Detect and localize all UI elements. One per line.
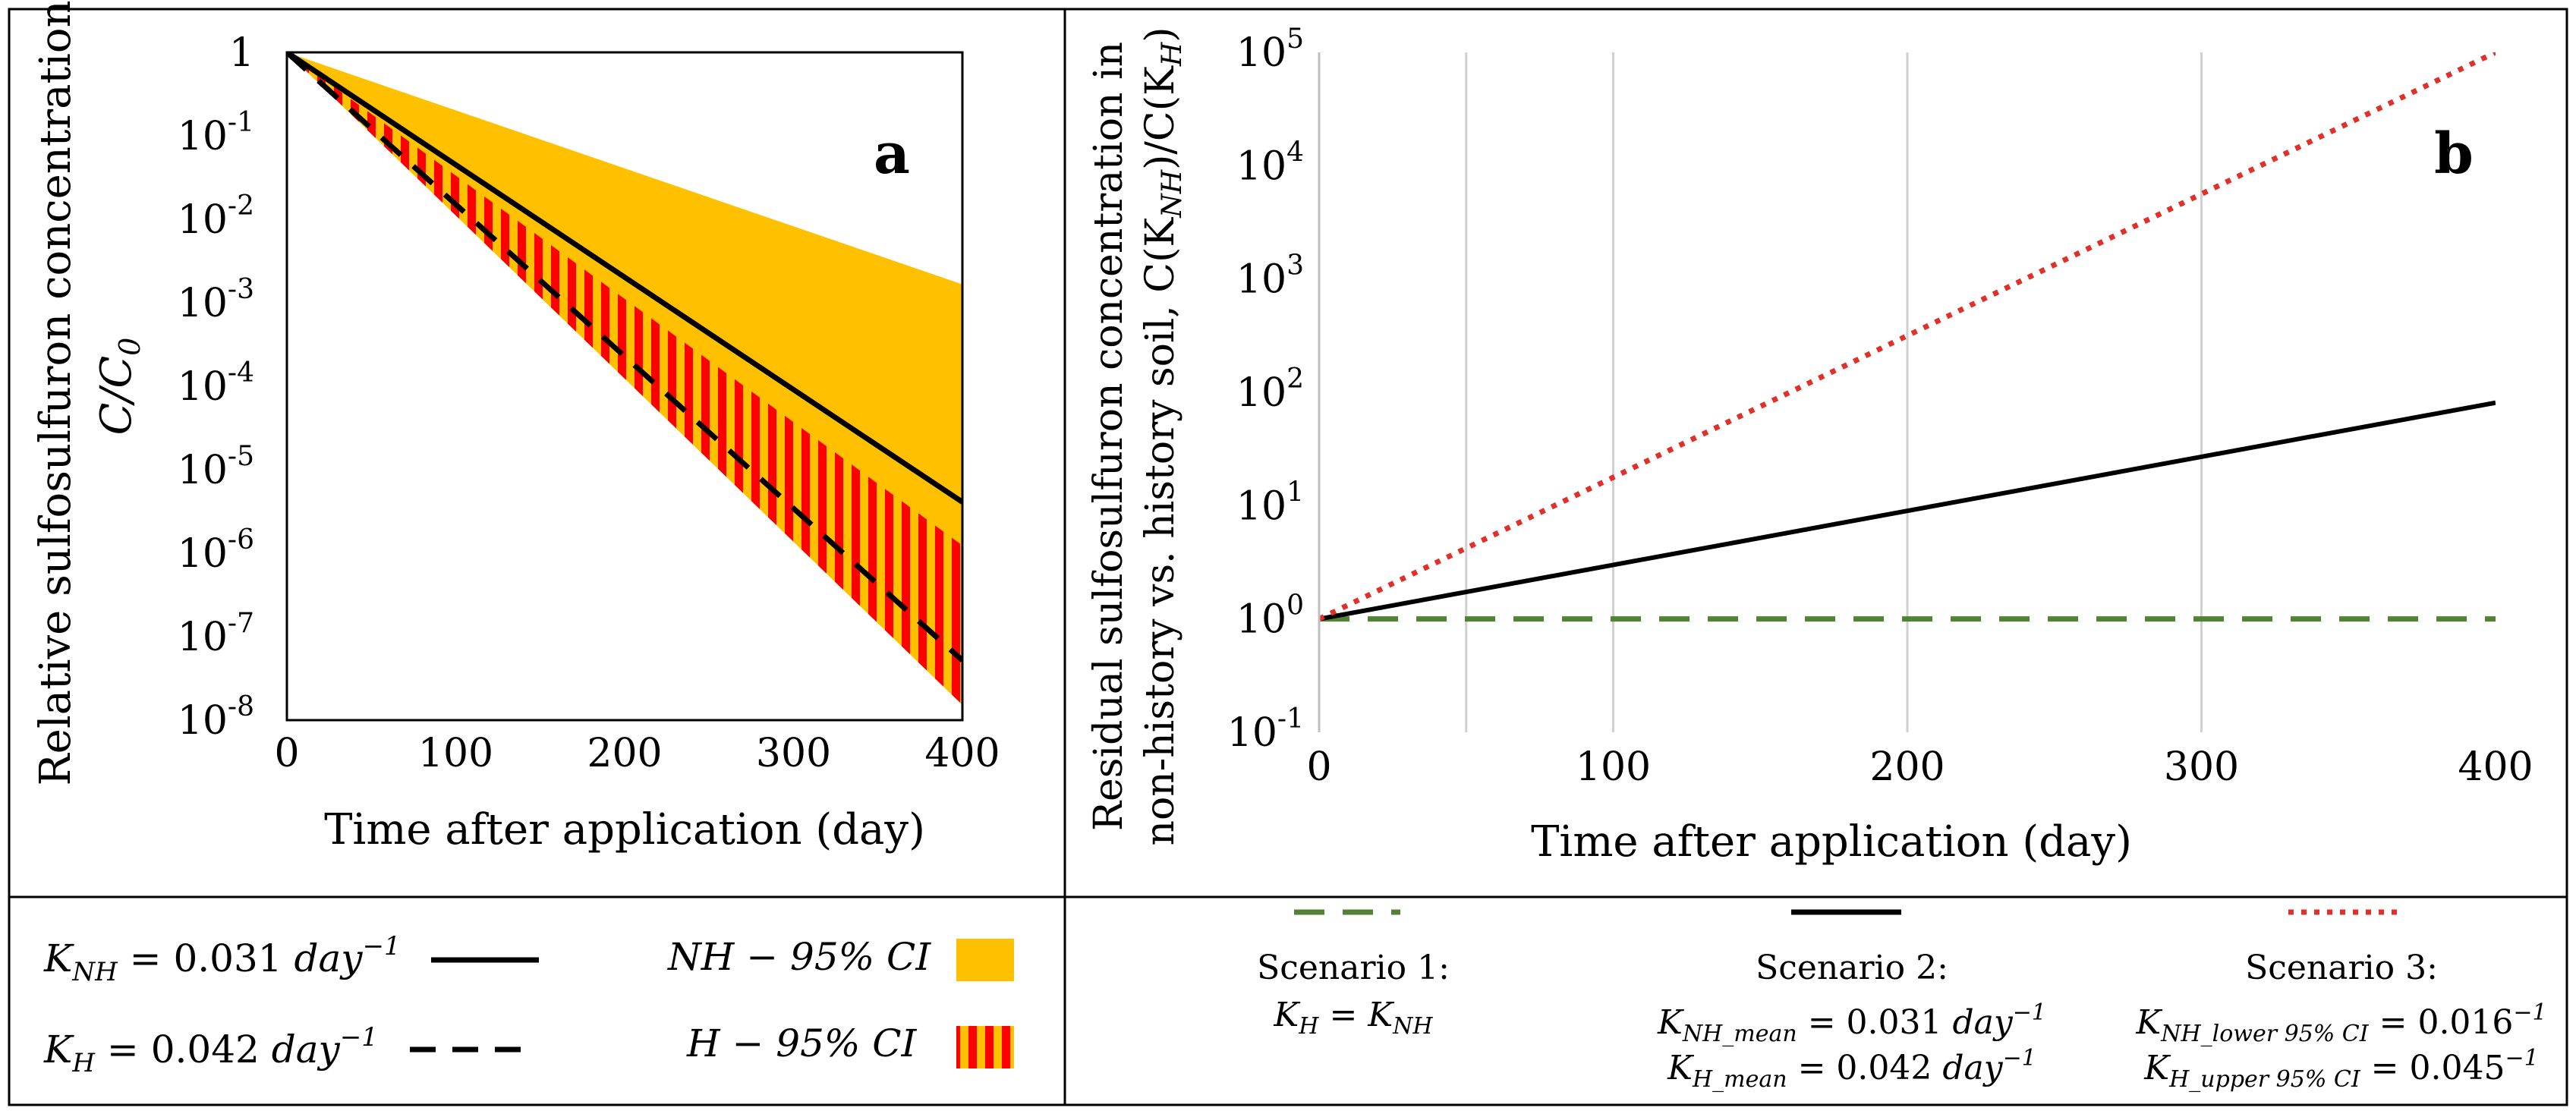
panel-a-x-tick-label: 0 [274,731,299,776]
legend-scenario2-line1: KNH_mean = 0.031 day−1 [1657,999,2046,1047]
legend-kh-label: KH = 0.042 day−1 [43,1022,378,1078]
panel-a-x-tick-label: 200 [587,731,662,776]
panel-a-x-tick-label: 300 [756,731,831,776]
panel-b-y-tick-label: 105 [1236,24,1304,76]
figure-frame [8,8,2568,1106]
legend-scenario3-line2: KH_upper 95% CI = 0.045−1 [2143,1045,2538,1093]
legend-scenario2-line2: KH_mean = 0.042 day−1 [1667,1045,2036,1093]
legend-scenario3-title: Scenario 3: [2245,949,2438,987]
panel-a-legend: KNH = 0.031 day−1 KH = 0.042 day−1 NH − … [43,931,1014,1078]
panel-a-series-knh [287,52,962,505]
panel-b-x-tick-label: 400 [2458,744,2533,790]
panel-a-x-tick-label: 100 [418,731,493,776]
legend-nh-ci-label: NH − 95% CI [667,935,931,979]
panel-a-y-tick-label: 10-8 [178,691,254,744]
panel-a-y-tick-label: 10-4 [178,357,254,410]
panel-b-y-tick-label: 100 [1236,590,1304,643]
panel-b-label: b [2434,121,2474,187]
panel-a-y-tick-label: 10-7 [178,608,254,660]
panel-b-series-scenario2 [1319,400,2496,622]
panel-a-band-h-ci [287,52,962,705]
legend-scenario2-title: Scenario 2: [1756,949,1948,987]
panel-a-label: a [874,121,910,187]
legend-scenario3-line1: KNH_lower 95% CI = 0.016−1 [2135,999,2546,1047]
panel-a-y-tick-label: 10-5 [178,441,254,493]
legend-scenario1-title: Scenario 1: [1257,949,1450,987]
panel-b-y-tick-label: 101 [1236,477,1304,529]
legend-nh-ci-swatch [956,939,1014,981]
panel-b-y-axis-label-line1: Residual sulfosulfuron concentration in [1086,42,1132,831]
panel-b-series-scenario3 [1319,52,2496,622]
legend-h-ci-swatch [956,1026,1014,1068]
legend-h-ci-label: H − 95% CI [686,1021,918,1065]
panel-a-y-axis-label-line2: C/C0 [92,338,146,436]
panel-b-x-tick-label: 300 [2164,744,2239,790]
panel-b-legend: Scenario 1: KH = KNH Scenario 2: KNH_mea… [1257,909,2547,1093]
panel-a-y-tick-label: 10-6 [178,524,254,577]
panel-a-chart: 1 10-1 10-2 10-3 10-4 10-5 10-6 10-7 10-8 0 100 20… [31,0,1000,854]
panel-a-y-tick-label: 10-2 [178,190,254,243]
panel-a-y-tick-label: 10-1 [178,107,254,159]
panel-b-x-tick-label: 100 [1576,744,1651,790]
legend-scenario1-line: KH = KNH [1273,996,1433,1040]
panel-b-y-axis-label-line2: non-history vs. history soil, C(KNH)/C(K… [1138,27,1188,845]
panel-b-x-axis-label: Time after application (day) [1531,817,2132,867]
panel-a-x-axis-label: Time after application (day) [324,805,925,854]
panel-a-x-tick-label: 400 [924,731,1000,776]
panel-a-y-axis-label-line1: Relative sulfosulfuron concentration, [31,0,80,785]
panel-a-plot-frame [285,51,964,722]
panel-b-y-tick-label: 104 [1236,137,1304,189]
legend-knh-label: KNH = 0.031 day−1 [43,931,401,987]
panel-b-y-tick-label: 102 [1236,363,1304,416]
panel-b-x-tick-label: 200 [1869,744,1945,790]
panel-b-chart: 105 104 103 102 101 100 10-1 0 100 200 300 400 b T… [1086,24,2533,867]
panel-b-x-tick-label: 0 [1306,744,1331,790]
panel-a-y-tick-label: 1 [229,30,254,76]
panel-a-series-kh [287,52,962,662]
panel-b-y-tick-label: 10-1 [1227,703,1304,756]
panel-b-y-tick-label: 103 [1236,250,1304,303]
panel-a-y-tick-label: 10-3 [178,274,254,326]
